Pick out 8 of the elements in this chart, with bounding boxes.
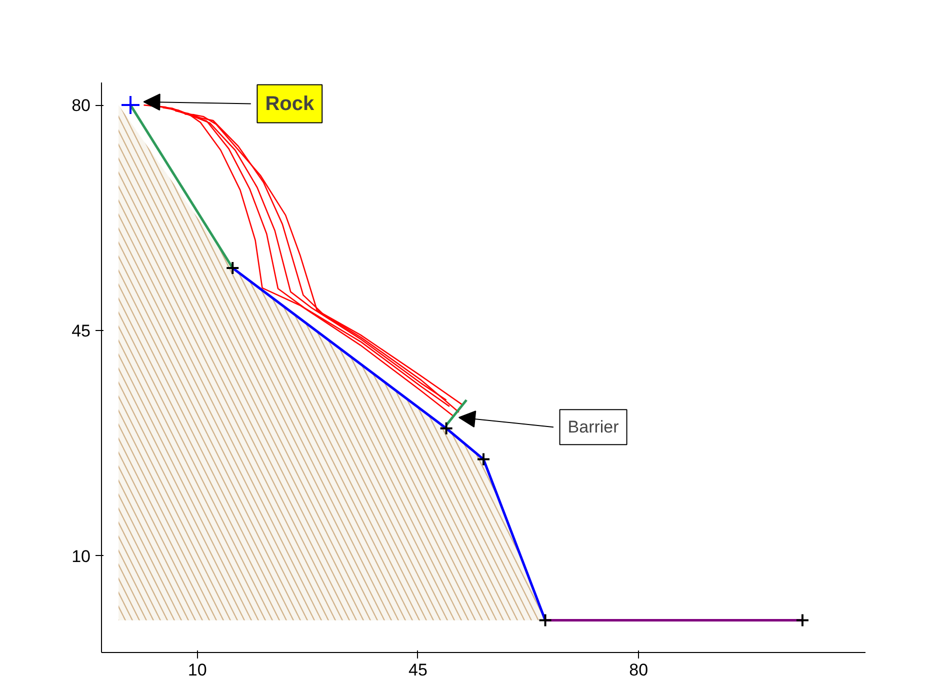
annotation: Barrier — [568, 418, 620, 437]
x-tick-label: 80 — [629, 660, 648, 680]
y-tick-label: 80 — [72, 96, 91, 116]
x-tick-label: 45 — [408, 660, 428, 680]
y-tick-label: 10 — [72, 546, 91, 566]
annotation: Rock — [265, 92, 315, 115]
y-tick-label: 45 — [72, 321, 91, 340]
x-tick-label: 10 — [188, 660, 207, 680]
